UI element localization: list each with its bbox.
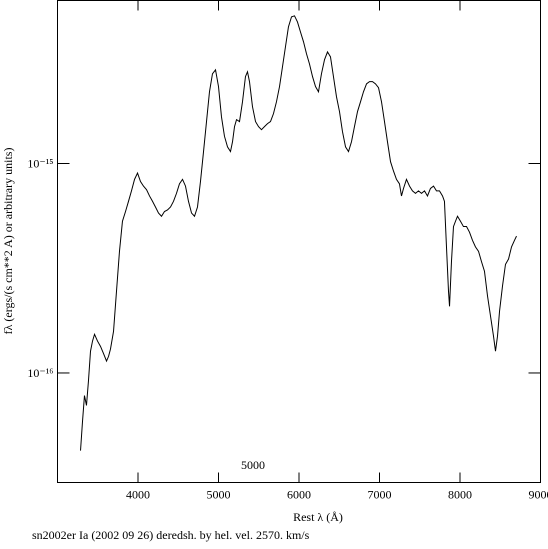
x-tick-label: 8000 [448,488,472,502]
y-tick-label: 10⁻¹⁶ [27,366,53,380]
caption: sn2002er Ia (2002 09 26) deredsh. by hel… [32,528,310,542]
y-axis-label: fλ (ergs/(s cm**2 A) or arbitrary units) [1,148,15,335]
x-tick-label: 4000 [126,488,150,502]
x-tick-label: 5000 [207,488,231,502]
annotation: 5000 [241,458,265,472]
y-tick-label: 10⁻¹⁵ [27,157,53,171]
spectrum-line [81,16,517,451]
x-tick-label: 9000 [529,488,548,502]
x-tick-label: 6000 [287,488,311,502]
x-tick-label: 7000 [368,488,392,502]
plot-frame [58,1,541,483]
x-axis-label: Rest λ (Å) [293,510,343,524]
